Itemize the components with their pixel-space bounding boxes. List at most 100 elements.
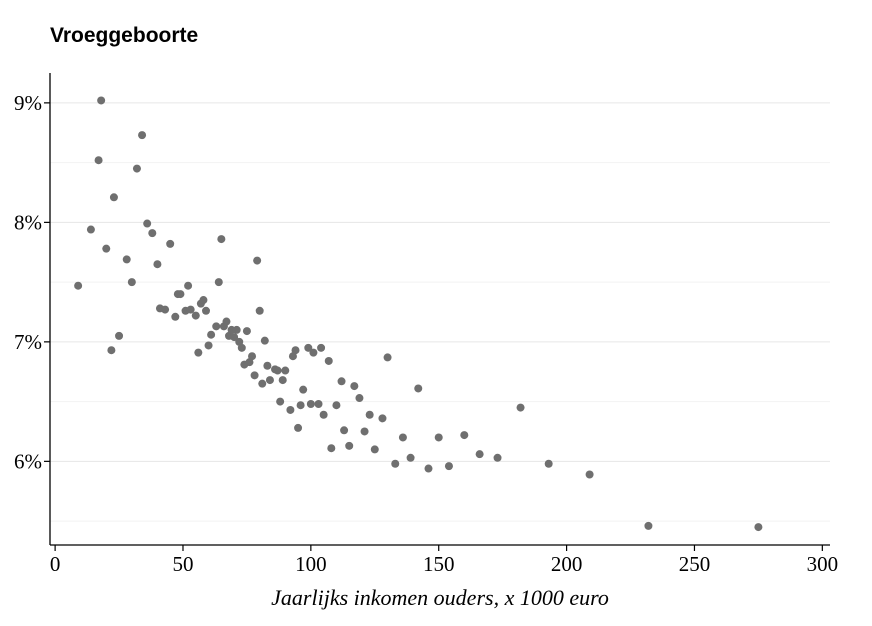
data-point bbox=[166, 239, 175, 248]
data-point bbox=[122, 255, 131, 264]
x-tick-label: 200 bbox=[551, 552, 583, 576]
data-point bbox=[204, 341, 213, 350]
x-tick-label: 0 bbox=[50, 552, 61, 576]
data-point bbox=[391, 459, 400, 468]
data-point bbox=[255, 306, 264, 315]
x-tick-label: 250 bbox=[679, 552, 711, 576]
data-point bbox=[360, 427, 369, 436]
data-point bbox=[171, 312, 180, 321]
grid-lines bbox=[50, 102, 830, 522]
data-point bbox=[754, 523, 763, 532]
data-point bbox=[138, 131, 147, 140]
data-point bbox=[434, 433, 443, 442]
data-point bbox=[102, 244, 111, 253]
data-point bbox=[148, 229, 157, 238]
data-point bbox=[306, 399, 315, 408]
y-tick-label: 6% bbox=[14, 449, 42, 473]
data-point bbox=[214, 278, 223, 287]
data-point bbox=[378, 414, 387, 423]
x-tick-label: 150 bbox=[423, 552, 455, 576]
x-tick-label: 300 bbox=[807, 552, 839, 576]
data-point bbox=[398, 433, 407, 442]
y-tick-label: 7% bbox=[14, 330, 42, 354]
data-point bbox=[444, 462, 453, 471]
data-point bbox=[250, 371, 259, 380]
data-point bbox=[176, 290, 185, 299]
data-point bbox=[232, 325, 241, 334]
data-point bbox=[493, 453, 502, 462]
data-point bbox=[365, 410, 374, 419]
data-point bbox=[132, 164, 141, 173]
data-point bbox=[304, 343, 313, 352]
data-point bbox=[355, 394, 364, 403]
data-point bbox=[222, 317, 231, 326]
data-point bbox=[278, 376, 287, 385]
data-point bbox=[186, 305, 195, 314]
data-point bbox=[253, 256, 262, 265]
data-point bbox=[242, 327, 251, 336]
data-point bbox=[260, 336, 269, 345]
data-point bbox=[319, 410, 328, 419]
data-point bbox=[475, 450, 484, 459]
data-point bbox=[207, 330, 216, 339]
data-point bbox=[94, 156, 103, 165]
data-point bbox=[294, 423, 303, 432]
data-point bbox=[115, 331, 124, 340]
x-tick-label: 100 bbox=[295, 552, 327, 576]
data-point bbox=[296, 401, 305, 410]
data-point bbox=[544, 459, 553, 468]
data-point bbox=[161, 305, 170, 314]
data-point bbox=[337, 377, 346, 386]
data-point bbox=[314, 399, 323, 408]
data-point bbox=[184, 281, 193, 290]
data-point bbox=[153, 260, 162, 269]
ticks: 0 50 100 150 200 250 300 6% 7% 8% 9% bbox=[14, 91, 838, 576]
data-point bbox=[97, 96, 106, 105]
data-point bbox=[245, 358, 254, 367]
x-axis-label: Jaarlijks inkomen ouders, x 1000 euro bbox=[271, 585, 609, 610]
data-point bbox=[286, 405, 295, 414]
chart-title: Vroeggeboorte bbox=[50, 24, 199, 47]
data-point bbox=[265, 376, 274, 385]
data-point bbox=[332, 401, 341, 410]
data-points bbox=[74, 96, 763, 532]
data-point bbox=[199, 296, 208, 305]
data-point bbox=[202, 306, 210, 315]
data-point bbox=[288, 352, 297, 361]
data-point bbox=[109, 193, 118, 202]
data-point bbox=[327, 444, 336, 453]
data-point bbox=[406, 453, 415, 462]
data-point bbox=[291, 346, 300, 355]
data-point bbox=[317, 343, 326, 352]
data-point bbox=[248, 352, 257, 361]
data-point bbox=[340, 426, 349, 435]
data-point bbox=[258, 379, 267, 388]
data-point bbox=[143, 219, 152, 228]
data-point bbox=[212, 322, 221, 331]
data-point bbox=[414, 384, 423, 393]
data-point bbox=[299, 385, 308, 394]
data-point bbox=[424, 464, 433, 473]
y-tick-label: 9% bbox=[14, 91, 42, 115]
data-point bbox=[107, 346, 116, 355]
data-point bbox=[237, 343, 246, 352]
x-tick-label: 50 bbox=[172, 552, 193, 576]
data-point bbox=[350, 382, 359, 391]
data-point bbox=[235, 337, 244, 346]
data-point bbox=[383, 353, 392, 362]
data-point bbox=[281, 366, 290, 375]
y-tick-label: 8% bbox=[14, 210, 42, 234]
data-point bbox=[127, 278, 136, 287]
data-point bbox=[644, 521, 653, 530]
data-point bbox=[86, 225, 95, 234]
data-point bbox=[191, 311, 200, 320]
data-point bbox=[194, 348, 203, 357]
data-point bbox=[273, 366, 282, 375]
data-point bbox=[370, 445, 379, 454]
data-point bbox=[263, 361, 272, 370]
data-point bbox=[276, 397, 285, 406]
data-point bbox=[345, 441, 354, 450]
data-point bbox=[460, 431, 469, 440]
data-point bbox=[309, 348, 318, 357]
